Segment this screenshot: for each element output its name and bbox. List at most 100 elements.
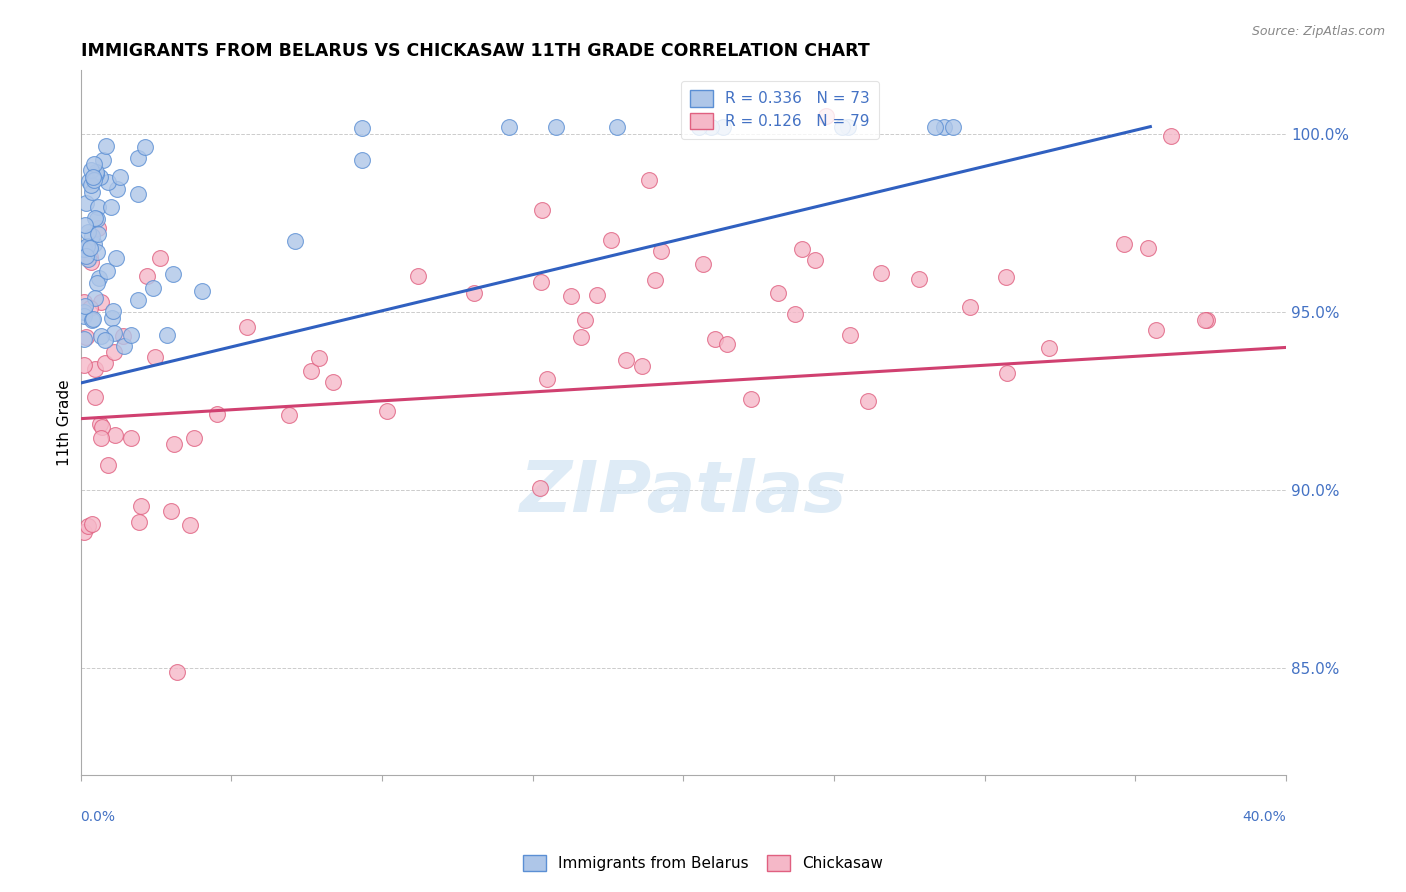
Point: [322, 375, 344, 389]
Point: [127, 293, 149, 307]
Point: [80, 185, 103, 199]
Point: [284, 235, 307, 249]
Point: [350, 121, 373, 136]
Point: [166, 665, 188, 679]
Point: [72, 242, 94, 256]
Point: [692, 257, 714, 271]
Point: [84, 390, 107, 404]
Point: [82, 517, 104, 532]
Point: [160, 504, 183, 518]
Point: [83, 157, 105, 171]
Point: [839, 327, 862, 342]
Point: [87, 227, 110, 241]
Point: [103, 326, 125, 340]
Point: [1144, 323, 1167, 337]
Point: [97, 175, 120, 189]
Point: [1194, 313, 1216, 327]
Point: [716, 336, 738, 351]
Point: [87, 220, 110, 235]
Point: [995, 367, 1018, 381]
Point: [89, 170, 111, 185]
Point: [350, 153, 373, 168]
Point: [934, 120, 956, 134]
Point: [143, 351, 166, 365]
Point: [91, 420, 114, 434]
Point: [536, 372, 558, 386]
Legend: Immigrants from Belarus, Chickasaw: Immigrants from Belarus, Chickasaw: [517, 849, 889, 877]
Point: [79, 242, 101, 256]
Point: [650, 244, 672, 258]
Point: [1160, 128, 1182, 143]
Point: [72, 358, 94, 372]
Point: [96, 139, 118, 153]
Point: [136, 268, 159, 283]
Point: [574, 313, 596, 327]
Point: [530, 275, 553, 289]
Point: [86, 244, 108, 259]
Point: [100, 200, 122, 214]
Point: [104, 251, 127, 265]
Point: [73, 524, 96, 539]
Point: [84, 211, 107, 225]
Point: [1197, 313, 1219, 327]
Point: [77, 174, 100, 188]
Point: [924, 120, 946, 134]
Point: [72, 242, 94, 256]
Point: [120, 431, 142, 445]
Point: [73, 309, 96, 323]
Point: [128, 515, 150, 529]
Point: [84, 291, 107, 305]
Point: [644, 273, 666, 287]
Point: [375, 404, 398, 418]
Point: [837, 120, 859, 134]
Point: [86, 277, 108, 291]
Point: [77, 252, 100, 266]
Point: [299, 364, 322, 378]
Point: [75, 196, 97, 211]
Point: [1114, 237, 1136, 252]
Point: [308, 351, 330, 366]
Point: [406, 269, 429, 284]
Point: [105, 182, 128, 196]
Point: [120, 328, 142, 343]
Text: IMMIGRANTS FROM BELARUS VS CHICKASAW 11TH GRADE CORRELATION CHART: IMMIGRANTS FROM BELARUS VS CHICKASAW 11T…: [80, 42, 869, 60]
Point: [97, 458, 120, 472]
Point: [831, 120, 853, 134]
Point: [84, 167, 107, 181]
Point: [75, 330, 97, 344]
Point: [235, 320, 257, 334]
Point: [112, 339, 135, 353]
Point: [700, 120, 723, 134]
Point: [77, 519, 100, 533]
Point: [995, 270, 1018, 285]
Point: [277, 408, 299, 422]
Text: 40.0%: 40.0%: [1243, 811, 1286, 824]
Point: [498, 120, 520, 134]
Point: [79, 301, 101, 316]
Point: [89, 271, 111, 285]
Point: [529, 481, 551, 495]
Point: [638, 173, 661, 187]
Point: [72, 332, 94, 346]
Point: [108, 170, 131, 185]
Point: [72, 294, 94, 309]
Point: [1137, 241, 1160, 255]
Point: [112, 329, 135, 343]
Point: [163, 437, 186, 451]
Point: [942, 120, 965, 134]
Point: [156, 327, 179, 342]
Point: [94, 356, 117, 370]
Point: [711, 120, 734, 134]
Text: Source: ZipAtlas.com: Source: ZipAtlas.com: [1251, 25, 1385, 38]
Point: [569, 330, 592, 344]
Point: [80, 313, 103, 327]
Point: [703, 332, 725, 346]
Point: [183, 431, 205, 445]
Point: [90, 431, 112, 445]
Point: [560, 289, 582, 303]
Point: [740, 392, 762, 406]
Point: [869, 266, 891, 280]
Point: [73, 299, 96, 313]
Point: [94, 333, 117, 347]
Point: [80, 163, 103, 178]
